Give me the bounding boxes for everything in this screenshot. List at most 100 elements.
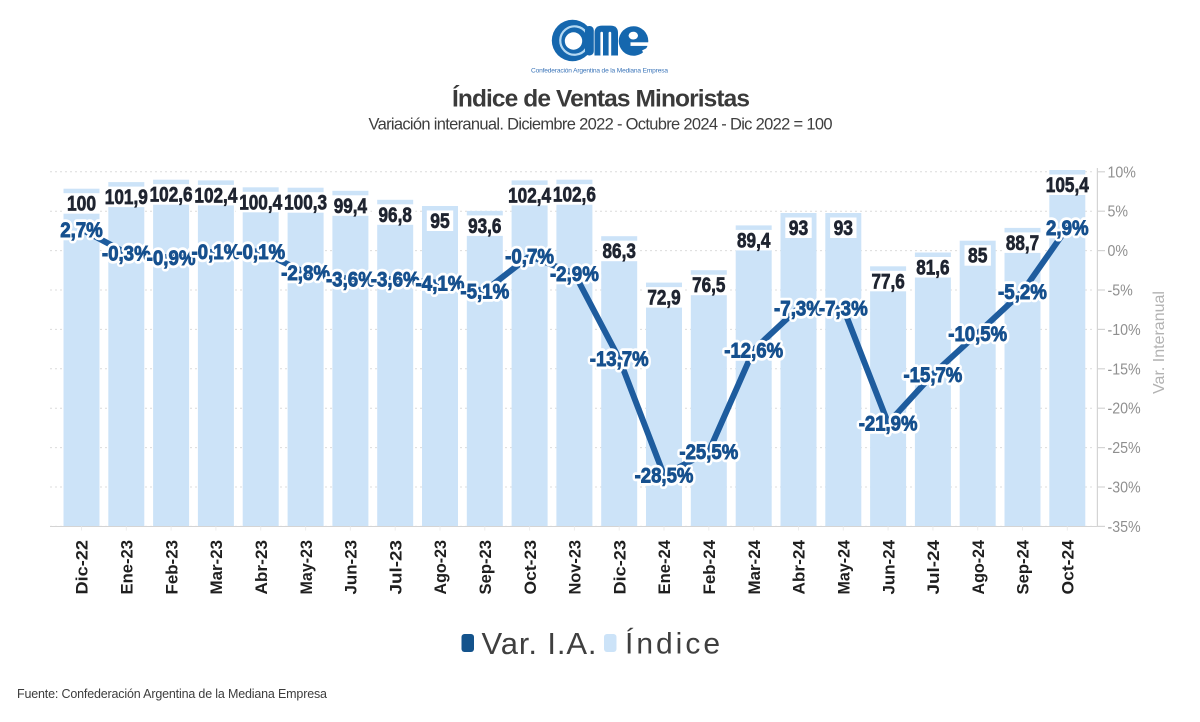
svg-text:85: 85 <box>968 245 988 268</box>
svg-text:-25,5%: -25,5% <box>679 440 738 464</box>
svg-text:-15,7%: -15,7% <box>904 363 963 387</box>
svg-text:-0,1%: -0,1% <box>236 240 285 264</box>
svg-text:5%: 5% <box>1108 204 1129 221</box>
svg-text:-10,5%: -10,5% <box>948 322 1007 346</box>
svg-text:-0,1%: -0,1% <box>236 240 285 264</box>
svg-text:81,6: 81,6 <box>916 257 949 280</box>
svg-text:96,8: 96,8 <box>379 204 413 227</box>
svg-text:-3,6%: -3,6% <box>371 268 420 292</box>
svg-text:-0,7%: -0,7% <box>505 245 554 269</box>
svg-text:-13,7%: -13,7% <box>590 347 649 371</box>
svg-text:-13,7%: -13,7% <box>590 347 649 371</box>
svg-text:102,4: 102,4 <box>508 184 551 207</box>
svg-text:2,9%: 2,9% <box>1046 216 1089 240</box>
svg-text:Jul-23: Jul-23 <box>386 540 405 595</box>
svg-text:Mar-23: Mar-23 <box>207 540 226 595</box>
svg-text:-25,5%: -25,5% <box>679 440 738 464</box>
svg-text:Var. Interanual: Var. Interanual <box>1151 291 1168 394</box>
svg-text:Oct-23: Oct-23 <box>521 540 540 595</box>
svg-text:-10%: -10% <box>1108 322 1141 339</box>
svg-text:-5,2%: -5,2% <box>998 280 1047 304</box>
svg-text:101,9: 101,9 <box>105 186 148 209</box>
svg-text:-0,9%: -0,9% <box>147 246 196 270</box>
svg-text:2,7%: 2,7% <box>60 218 103 242</box>
svg-text:-20%: -20% <box>1108 401 1141 418</box>
svg-text:-12,6%: -12,6% <box>724 338 783 362</box>
svg-text:102,4: 102,4 <box>194 184 237 207</box>
svg-text:-21,9%: -21,9% <box>859 412 918 436</box>
svg-text:100: 100 <box>67 193 96 216</box>
svg-text:-12,6%: -12,6% <box>724 338 783 362</box>
svg-text:Sep-23: Sep-23 <box>476 540 495 595</box>
svg-text:Oct-24: Oct-24 <box>1059 539 1078 594</box>
svg-text:-2,9%: -2,9% <box>550 262 599 286</box>
svg-text:Jun-23: Jun-23 <box>342 540 361 595</box>
svg-text:-28,5%: -28,5% <box>635 464 694 488</box>
svg-text:-21,9%: -21,9% <box>859 412 918 436</box>
svg-text:-35%: -35% <box>1108 519 1141 536</box>
svg-text:93: 93 <box>789 217 808 240</box>
svg-text:Var. I.A.: Var. I.A. <box>482 626 597 661</box>
svg-text:Índice de Ventas Minoristas: Índice de Ventas Minoristas <box>452 85 750 113</box>
svg-text:Ene-24: Ene-24 <box>655 539 674 594</box>
svg-text:-15%: -15% <box>1108 361 1141 378</box>
svg-text:Nov-23: Nov-23 <box>566 540 585 595</box>
svg-text:-5,2%: -5,2% <box>998 280 1047 304</box>
svg-text:-0,9%: -0,9% <box>147 246 196 270</box>
svg-text:-10,5%: -10,5% <box>948 322 1007 346</box>
svg-text:-2,9%: -2,9% <box>550 262 599 286</box>
svg-text:-0,7%: -0,7% <box>505 245 554 269</box>
svg-text:-30%: -30% <box>1108 480 1141 497</box>
svg-text:Ago-23: Ago-23 <box>431 540 450 595</box>
svg-text:Dic-23: Dic-23 <box>610 540 629 595</box>
svg-text:Abr-24: Abr-24 <box>790 539 809 594</box>
svg-text:100,3: 100,3 <box>284 192 327 215</box>
svg-text:102,6: 102,6 <box>150 184 193 207</box>
svg-text:Feb-23: Feb-23 <box>162 540 181 595</box>
svg-text:93: 93 <box>834 217 853 240</box>
svg-text:Jul-24: Jul-24 <box>924 539 943 594</box>
svg-text:10%: 10% <box>1108 164 1136 181</box>
svg-text:-0,1%: -0,1% <box>191 240 240 264</box>
svg-text:93,6: 93,6 <box>468 215 501 238</box>
svg-text:-3,6%: -3,6% <box>326 268 375 292</box>
svg-text:-0,3%: -0,3% <box>102 242 151 266</box>
svg-text:88,7: 88,7 <box>1006 232 1039 255</box>
svg-text:Sep-24: Sep-24 <box>1014 539 1033 594</box>
svg-text:Ene-23: Ene-23 <box>118 540 137 595</box>
svg-text:-28,5%: -28,5% <box>635 464 694 488</box>
svg-text:-7,3%: -7,3% <box>819 297 868 321</box>
svg-text:-7,3%: -7,3% <box>819 297 868 321</box>
svg-text:89,4: 89,4 <box>737 229 771 252</box>
svg-text:77,6: 77,6 <box>871 270 904 293</box>
svg-text:Variación interanual. Diciembr: Variación interanual. Diciembre 2022 - O… <box>369 116 833 134</box>
svg-text:-4,1%: -4,1% <box>416 271 465 295</box>
svg-text:-0,1%: -0,1% <box>191 240 240 264</box>
svg-text:-2,8%: -2,8% <box>281 261 330 285</box>
svg-text:-5,1%: -5,1% <box>460 279 509 303</box>
svg-text:Dic-22: Dic-22 <box>73 540 92 595</box>
svg-text:Ago-24: Ago-24 <box>969 539 988 594</box>
svg-text:-3,6%: -3,6% <box>371 268 420 292</box>
svg-text:-0,3%: -0,3% <box>102 242 151 266</box>
svg-text:Feb-24: Feb-24 <box>700 539 719 594</box>
svg-text:105,4: 105,4 <box>1046 174 1089 197</box>
svg-text:-7,3%: -7,3% <box>774 297 823 321</box>
svg-text:Confederación Argentina de la: Confederación Argentina de la Mediana Em… <box>531 68 668 75</box>
svg-text:Abr-23: Abr-23 <box>252 540 271 595</box>
svg-text:2,9%: 2,9% <box>1046 216 1089 240</box>
svg-text:May-24: May-24 <box>835 539 854 594</box>
svg-text:-25%: -25% <box>1108 440 1141 457</box>
svg-text:-4,1%: -4,1% <box>416 271 465 295</box>
svg-text:72,9: 72,9 <box>647 287 680 310</box>
svg-text:-5%: -5% <box>1108 283 1133 300</box>
svg-text:-7,3%: -7,3% <box>774 297 823 321</box>
svg-text:102,6: 102,6 <box>553 184 596 207</box>
svg-text:-5,1%: -5,1% <box>460 279 509 303</box>
svg-text:-15,7%: -15,7% <box>904 363 963 387</box>
svg-text:0%: 0% <box>1108 243 1129 260</box>
svg-text:95: 95 <box>430 210 450 233</box>
svg-text:May-23: May-23 <box>297 540 316 595</box>
svg-text:76,5: 76,5 <box>692 274 726 297</box>
svg-text:-2,8%: -2,8% <box>281 261 330 285</box>
